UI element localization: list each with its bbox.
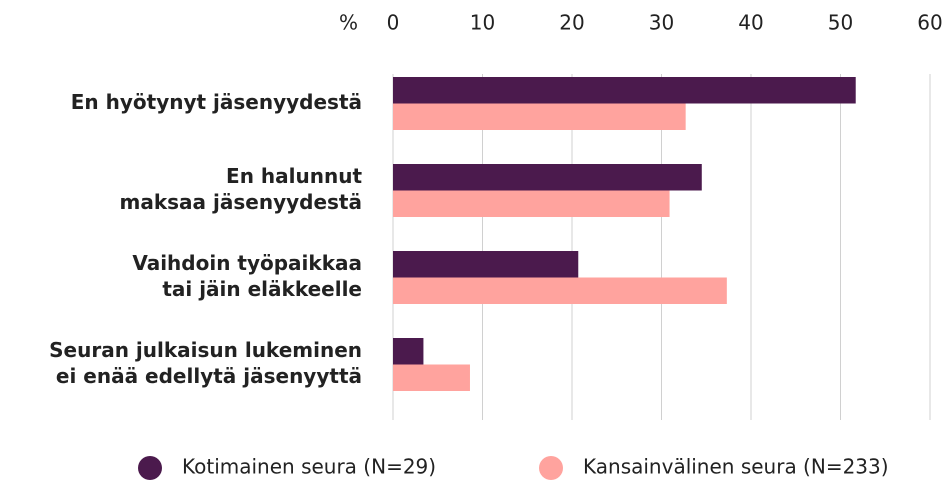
x-tick-label: 40: [738, 11, 763, 35]
legend-label: Kotimainen seura (N=29): [182, 455, 436, 479]
category-label: En hyötynyt jäsenyydestä: [71, 90, 362, 114]
category-label: tai jäin eläkkeelle: [162, 277, 362, 301]
bar: [393, 190, 670, 217]
bar: [393, 164, 702, 191]
x-tick-label: 0: [387, 11, 400, 35]
legend-swatch: [138, 456, 162, 480]
legend-swatch: [539, 456, 563, 480]
bar: [393, 77, 856, 104]
category-label: maksaa jäsenyydestä: [120, 190, 362, 214]
x-tick-label: 10: [470, 11, 495, 35]
bar: [393, 338, 424, 365]
bar: [393, 251, 579, 278]
category-label: En halunnut: [226, 164, 362, 188]
axis-label: %: [339, 11, 358, 35]
bar: [393, 103, 686, 130]
category-label: Seuran julkaisun lukeminen: [49, 338, 362, 362]
x-tick-label: 20: [559, 11, 584, 35]
x-tick-label: 50: [828, 11, 853, 35]
category-label: Vaihdoin työpaikkaa: [132, 251, 362, 275]
category-label: ei enää edellytä jäsenyyttä: [56, 364, 362, 388]
bar: [393, 364, 470, 391]
x-tick-label: 30: [649, 11, 674, 35]
legend-label: Kansainvälinen seura (N=233): [583, 455, 889, 479]
x-tick-label: 60: [917, 11, 942, 35]
bar: [393, 277, 727, 304]
